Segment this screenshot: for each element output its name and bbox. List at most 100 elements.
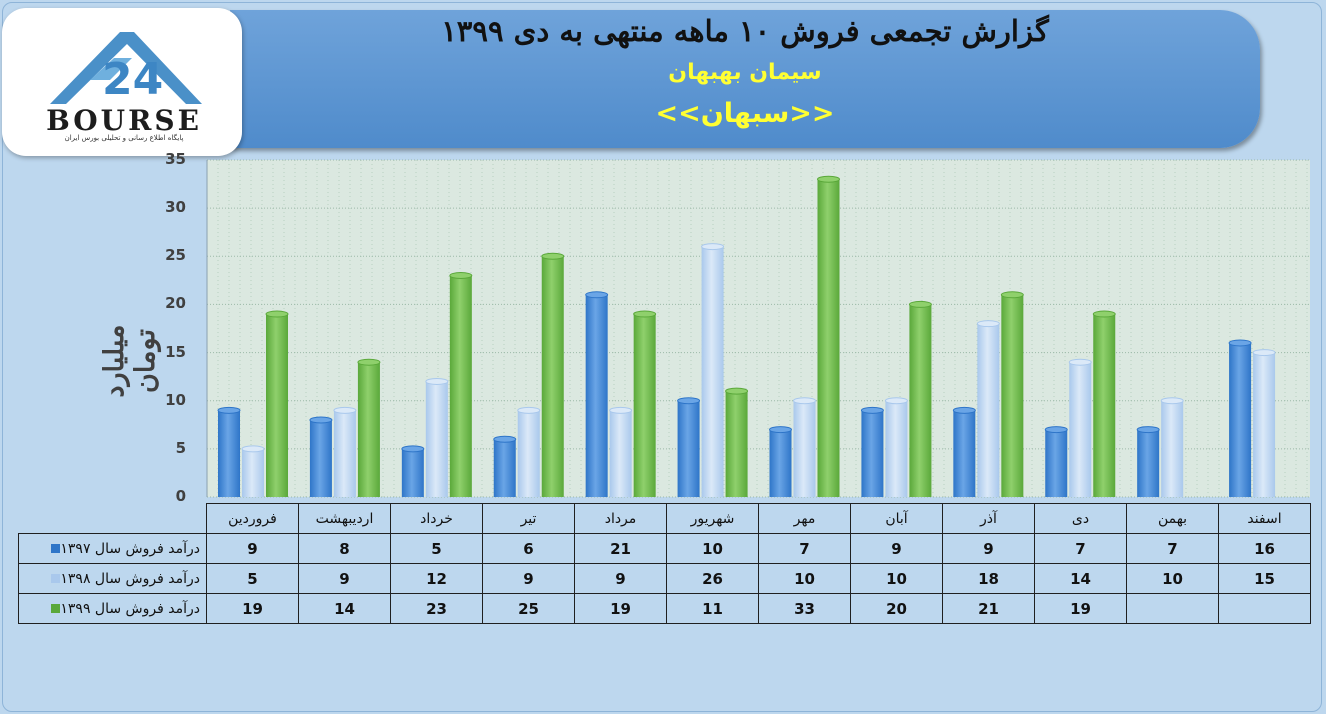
bar-cap [952, 406, 976, 414]
bar-1399 [541, 256, 564, 497]
category-label: دی [1034, 503, 1127, 534]
bar-1397 [1137, 429, 1160, 497]
bar-1397 [493, 439, 516, 497]
bar-cap [309, 416, 333, 424]
bar-1398 [701, 246, 724, 497]
bar-1399 [817, 179, 840, 497]
bar-cap [241, 445, 265, 453]
bar-1398 [609, 410, 632, 497]
table-cell: 5 [390, 533, 483, 564]
bar-cap [585, 291, 609, 299]
y-tick-label: 30 [165, 198, 186, 217]
table-row: درآمد فروش سال ۱۳۹۹ 19 14 23 25 19 11 33 20 21 19 [18, 593, 1311, 624]
bar-1397 [585, 294, 608, 497]
category-label: مهر [758, 503, 851, 534]
table-cell: 7 [1126, 533, 1219, 564]
bar-1398 [1069, 362, 1092, 497]
logo-mark-icon: 24 [50, 32, 202, 105]
bar-1397 [677, 400, 700, 497]
table-cell: 23 [390, 593, 483, 624]
bar-cap [425, 377, 449, 385]
bourse24-logo: 24 BOURSE پایگاه اطلاع رسانی و تحلیلی بو… [2, 8, 242, 156]
y-tick-label: 0 [175, 487, 186, 505]
bar-cap [725, 387, 749, 395]
bar-cap [609, 406, 633, 414]
table-cell: 10 [758, 563, 851, 594]
y-tick-label: 20 [165, 294, 186, 313]
bar-cap [401, 445, 425, 453]
bar-cap [793, 397, 816, 405]
bar-1397 [401, 448, 424, 497]
table-cell: 21 [942, 593, 1035, 624]
table-cell: 5 [206, 563, 299, 594]
bar-cap [1044, 426, 1068, 434]
bar-cap [1000, 291, 1024, 299]
table-cell: 19 [574, 593, 667, 624]
bar-1397 [1045, 429, 1068, 497]
y-tick-label: 5 [175, 438, 186, 457]
table-row: درآمد فروش سال ۱۳۹۷ 9 8 5 6 21 10 7 9 9 7 7 16 [18, 533, 1311, 564]
bar-1398 [517, 410, 540, 497]
category-label: بهمن [1126, 503, 1219, 534]
bar-cap [493, 435, 517, 443]
table-cell: 12 [390, 563, 483, 594]
legend-swatch-icon [51, 574, 61, 583]
table-corner [18, 503, 207, 534]
bar-cap [1252, 349, 1276, 357]
table-cell: 8 [298, 533, 391, 564]
y-tick-label: 25 [165, 246, 186, 265]
bar-cap [884, 397, 908, 405]
ticker-symbol: <<سبهان>> [655, 98, 835, 129]
bar-1397 [1229, 342, 1252, 497]
table-cell: 15 [1218, 563, 1311, 594]
logo-mark-text: 24 [102, 54, 163, 105]
series-legend: درآمد فروش سال ۱۳۹۹ [18, 593, 207, 624]
table-cell: 9 [942, 533, 1035, 564]
table-cell: 25 [482, 593, 575, 624]
bar-cap [1068, 358, 1092, 366]
table-cell: 9 [850, 533, 943, 564]
legend-swatch-icon [51, 604, 61, 613]
bar-1398 [885, 400, 908, 497]
category-label: تیر [482, 503, 575, 534]
bar-1398 [977, 323, 1000, 497]
table-row: درآمد فروش سال ۱۳۹۸ 5 9 12 9 9 26 10 10 18 14 10 15 [18, 563, 1311, 594]
bar-1397 [769, 429, 792, 497]
table-cell: 7 [1034, 533, 1127, 564]
bar-1399 [357, 362, 380, 497]
table-cell: 33 [758, 593, 851, 624]
bar-1398 [333, 410, 356, 497]
category-label: فروردین [206, 503, 299, 534]
bar-1399 [266, 314, 288, 497]
table-cell: 21 [574, 533, 667, 564]
bar-1399 [633, 314, 656, 497]
table-cell: 16 [1218, 533, 1311, 564]
y-tick-label: 10 [165, 390, 186, 409]
logo-caption: پایگاه اطلاع رسانی و تحلیلی بورس ایران [64, 134, 184, 142]
bar-cap [449, 272, 473, 280]
bar-1399 [1001, 294, 1024, 497]
table-cell: 26 [666, 563, 759, 594]
bar-cap [1160, 397, 1184, 405]
bar-1397 [309, 419, 332, 497]
table-cell: 10 [666, 533, 759, 564]
bar-1397 [861, 410, 884, 497]
bar-cap [1092, 310, 1116, 318]
bar-1398 [1253, 352, 1276, 497]
bar-1399 [725, 391, 748, 497]
category-label: اردیبهشت [298, 503, 391, 534]
bar-cap [1228, 339, 1252, 347]
category-label: اسفند [1218, 503, 1311, 534]
table-cell: 9 [298, 563, 391, 594]
header-banner [230, 10, 1260, 148]
report-title: گزارش تجمعی فروش ۱۰ ماهه منتهی به دی ۱۳۹… [441, 14, 1049, 48]
series-legend: درآمد فروش سال ۱۳۹۸ [18, 563, 207, 594]
table-cell: 10 [850, 563, 943, 594]
bar-cap [517, 406, 541, 414]
bar-cap [633, 310, 657, 318]
bar-cap [701, 243, 725, 251]
table-cell: 9 [574, 563, 667, 594]
bar-cap [265, 310, 289, 318]
series-name: درآمد فروش سال ۱۳۹۹ [60, 600, 200, 617]
bar-1398 [793, 400, 816, 497]
